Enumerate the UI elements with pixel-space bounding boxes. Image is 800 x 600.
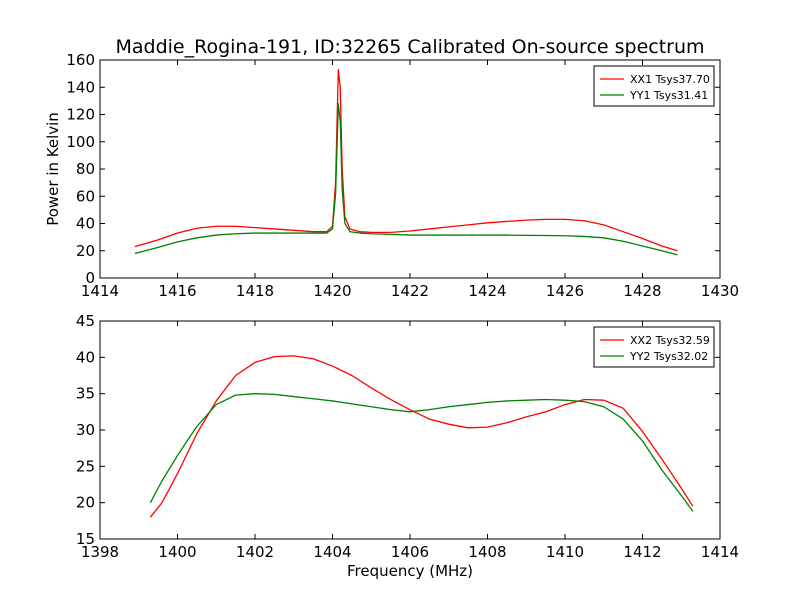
- x-tick-label: 1430: [701, 282, 739, 300]
- y-tick-label: 0: [85, 269, 95, 287]
- bottom-panel: 1398 1400 1402 1404 1406 1408 1410 1412 1414 15 20…: [76, 312, 739, 561]
- chart-title: Maddie_Rogina-191, ID:32265 Calibrated O…: [115, 36, 704, 58]
- y-tick-label: 15: [76, 530, 95, 548]
- y-tick-label: 20: [76, 242, 95, 260]
- y-tick-label: 20: [76, 494, 95, 512]
- x-tick-label: 1414: [81, 282, 119, 300]
- x-tick-label: 1428: [623, 282, 661, 300]
- y-tick-label: 80: [76, 160, 95, 178]
- legend-label: XX2 Tsys32.59: [630, 334, 710, 347]
- y-tick-label: 40: [76, 215, 95, 233]
- y-tick-label: 30: [76, 421, 95, 439]
- y-tick-label: 100: [66, 133, 95, 151]
- x-axis-label: Frequency (MHz): [347, 562, 473, 580]
- x-tick-label: 1412: [623, 543, 661, 561]
- legend: XX2 Tsys32.59 YY2 Tsys32.02: [593, 326, 715, 368]
- x-tick-label: 1414: [701, 543, 739, 561]
- x-tick-label: 1424: [468, 282, 506, 300]
- y-tick-label: 60: [76, 187, 95, 205]
- legend-box: [593, 326, 715, 368]
- y-tick-label: 35: [76, 385, 95, 403]
- x-tick-label: 1402: [236, 543, 274, 561]
- x-tick-label: 1416: [158, 282, 196, 300]
- x-tick-label: 1410: [546, 543, 584, 561]
- series-line-1: [149, 355, 694, 518]
- x-tick-label: 1406: [391, 543, 429, 561]
- x-tick-label: 1426: [546, 282, 584, 300]
- x-tick-label: 1420: [313, 282, 351, 300]
- y-tick-label: 140: [66, 78, 95, 96]
- y-tick-label: 45: [76, 312, 95, 330]
- x-tick-label: 1408: [468, 543, 506, 561]
- x-tick-label: 1404: [313, 543, 351, 561]
- legend-box: [593, 65, 715, 107]
- x-tick-label: 1418: [236, 282, 274, 300]
- legend-label: YY2 Tsys32.02: [629, 350, 708, 363]
- series-line-1: [134, 68, 678, 252]
- series-line-2: [134, 102, 678, 256]
- y-tick-label: 40: [76, 348, 95, 366]
- y-tick-label: 160: [66, 51, 95, 69]
- x-tick-label: 1422: [391, 282, 429, 300]
- y-tick-label: 120: [66, 106, 95, 124]
- x-tick-label: 1398: [81, 543, 119, 561]
- x-tick-label: 1400: [158, 543, 196, 561]
- y-axis-label: Power in Kelvin: [44, 112, 62, 226]
- legend-label: YY1 Tsys31.41: [629, 89, 708, 102]
- y-tick-label: 25: [76, 457, 95, 475]
- legend: XX1 Tsys37.70 YY1 Tsys31.41: [593, 65, 715, 107]
- series-line-2: [149, 393, 694, 512]
- legend-label: XX1 Tsys37.70: [630, 73, 710, 86]
- top-panel: 1414 1416 1418 1420 1422 1424 1426 1428 1430 0 20 4…: [66, 51, 739, 300]
